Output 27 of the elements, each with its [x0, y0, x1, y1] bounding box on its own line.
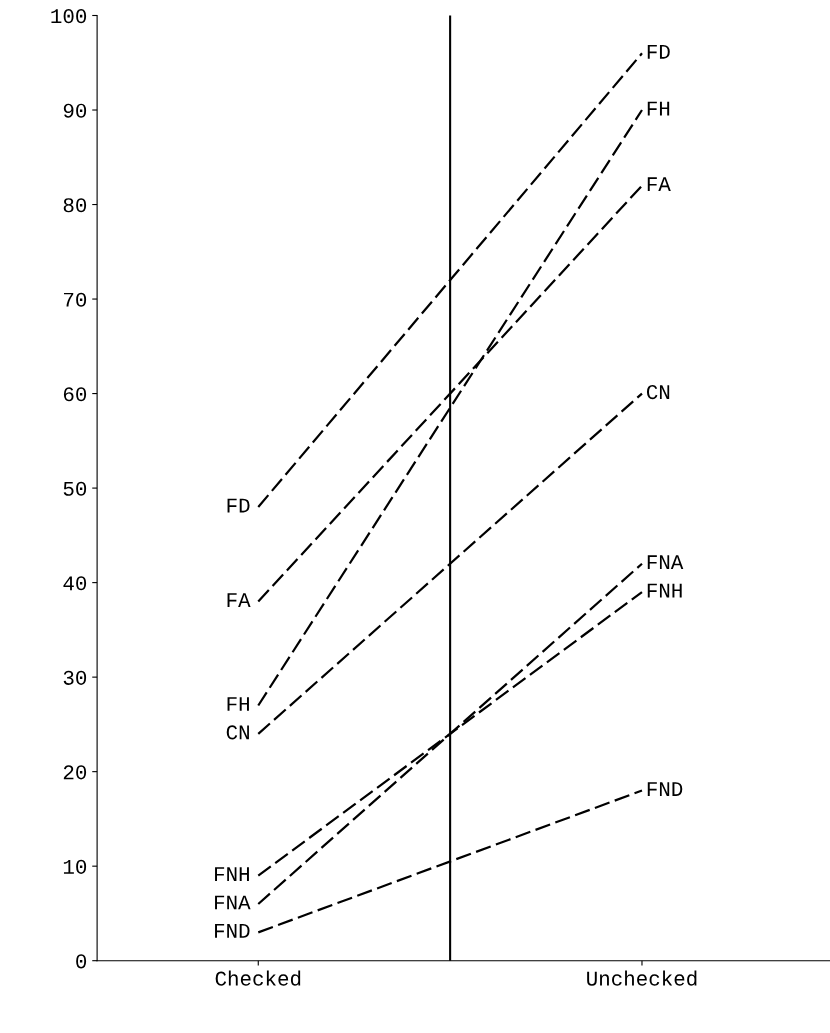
x-tick-label: Unchecked [587, 970, 697, 986]
series-label: FNA [647, 555, 684, 570]
text: FNA [215, 895, 251, 910]
y-tick-label: 10 [63, 859, 87, 874]
series-label: FH [647, 101, 670, 116]
y-tick-label: 90 [63, 103, 87, 118]
text: FA [227, 593, 251, 607]
series-label: FNH [647, 583, 682, 598]
series-label: FND [647, 782, 683, 796]
y-tick-label: 50 [63, 481, 87, 496]
text: FD [227, 498, 250, 513]
y-tick-label: 0 [76, 954, 87, 969]
text: FND [215, 924, 250, 938]
series-label: CN [646, 385, 670, 400]
x-tick-label: Checked [215, 970, 301, 986]
y-tick-label: 30 [63, 670, 87, 685]
y-tick-label: 80 [63, 198, 87, 213]
text: FNH [215, 867, 249, 882]
y-tick-label: 60 [63, 387, 87, 402]
y-tick-label: 100 [51, 9, 87, 24]
text: CN [226, 725, 249, 740]
y-tick-label: 20 [63, 765, 87, 780]
series-label: FA [647, 177, 671, 192]
text: FH [227, 697, 249, 711]
y-tick-label: 40 [63, 576, 87, 591]
y-tick-label: 70 [63, 292, 87, 307]
series-label: FD [647, 44, 670, 59]
